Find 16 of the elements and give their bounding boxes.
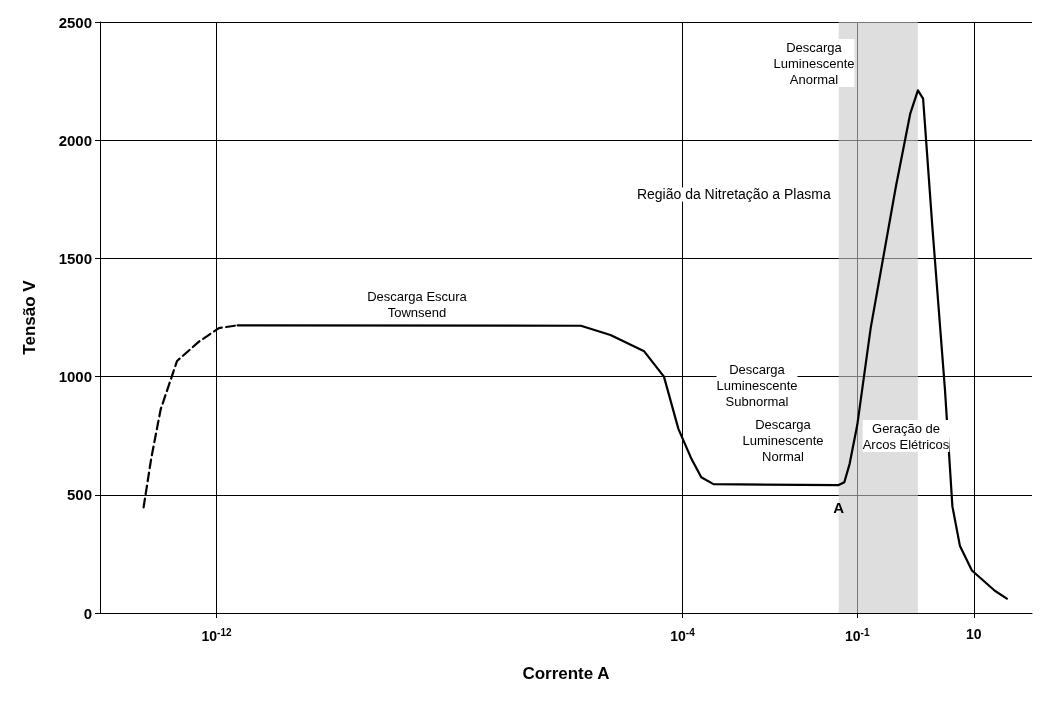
- y-tick-label: 500: [66, 486, 92, 504]
- y-axis-title: Tensão V: [20, 279, 39, 355]
- band-label: Região da Nitretação a Plasma: [636, 186, 831, 203]
- annotation: Geração de Arcos Elétricos: [862, 420, 950, 452]
- y-tick-label: 2000: [58, 131, 92, 149]
- annotation: Descarga Luminescente Subnormal: [716, 361, 798, 409]
- y-tick-label: 0: [83, 604, 92, 622]
- annotation: Descarga Escura Townsend: [367, 288, 468, 320]
- annotation: A: [833, 498, 845, 516]
- x-axis-title: Corrente A: [522, 664, 610, 683]
- y-tick-label: 1000: [58, 368, 92, 386]
- annotation: Descarga Luminescente Normal: [742, 416, 824, 464]
- x-tick-label: 10: [965, 626, 982, 642]
- annotation: Descarga Luminescente Anormal: [773, 39, 855, 87]
- y-tick-label: 2500: [58, 13, 92, 31]
- y-tick-label: 1500: [58, 249, 92, 267]
